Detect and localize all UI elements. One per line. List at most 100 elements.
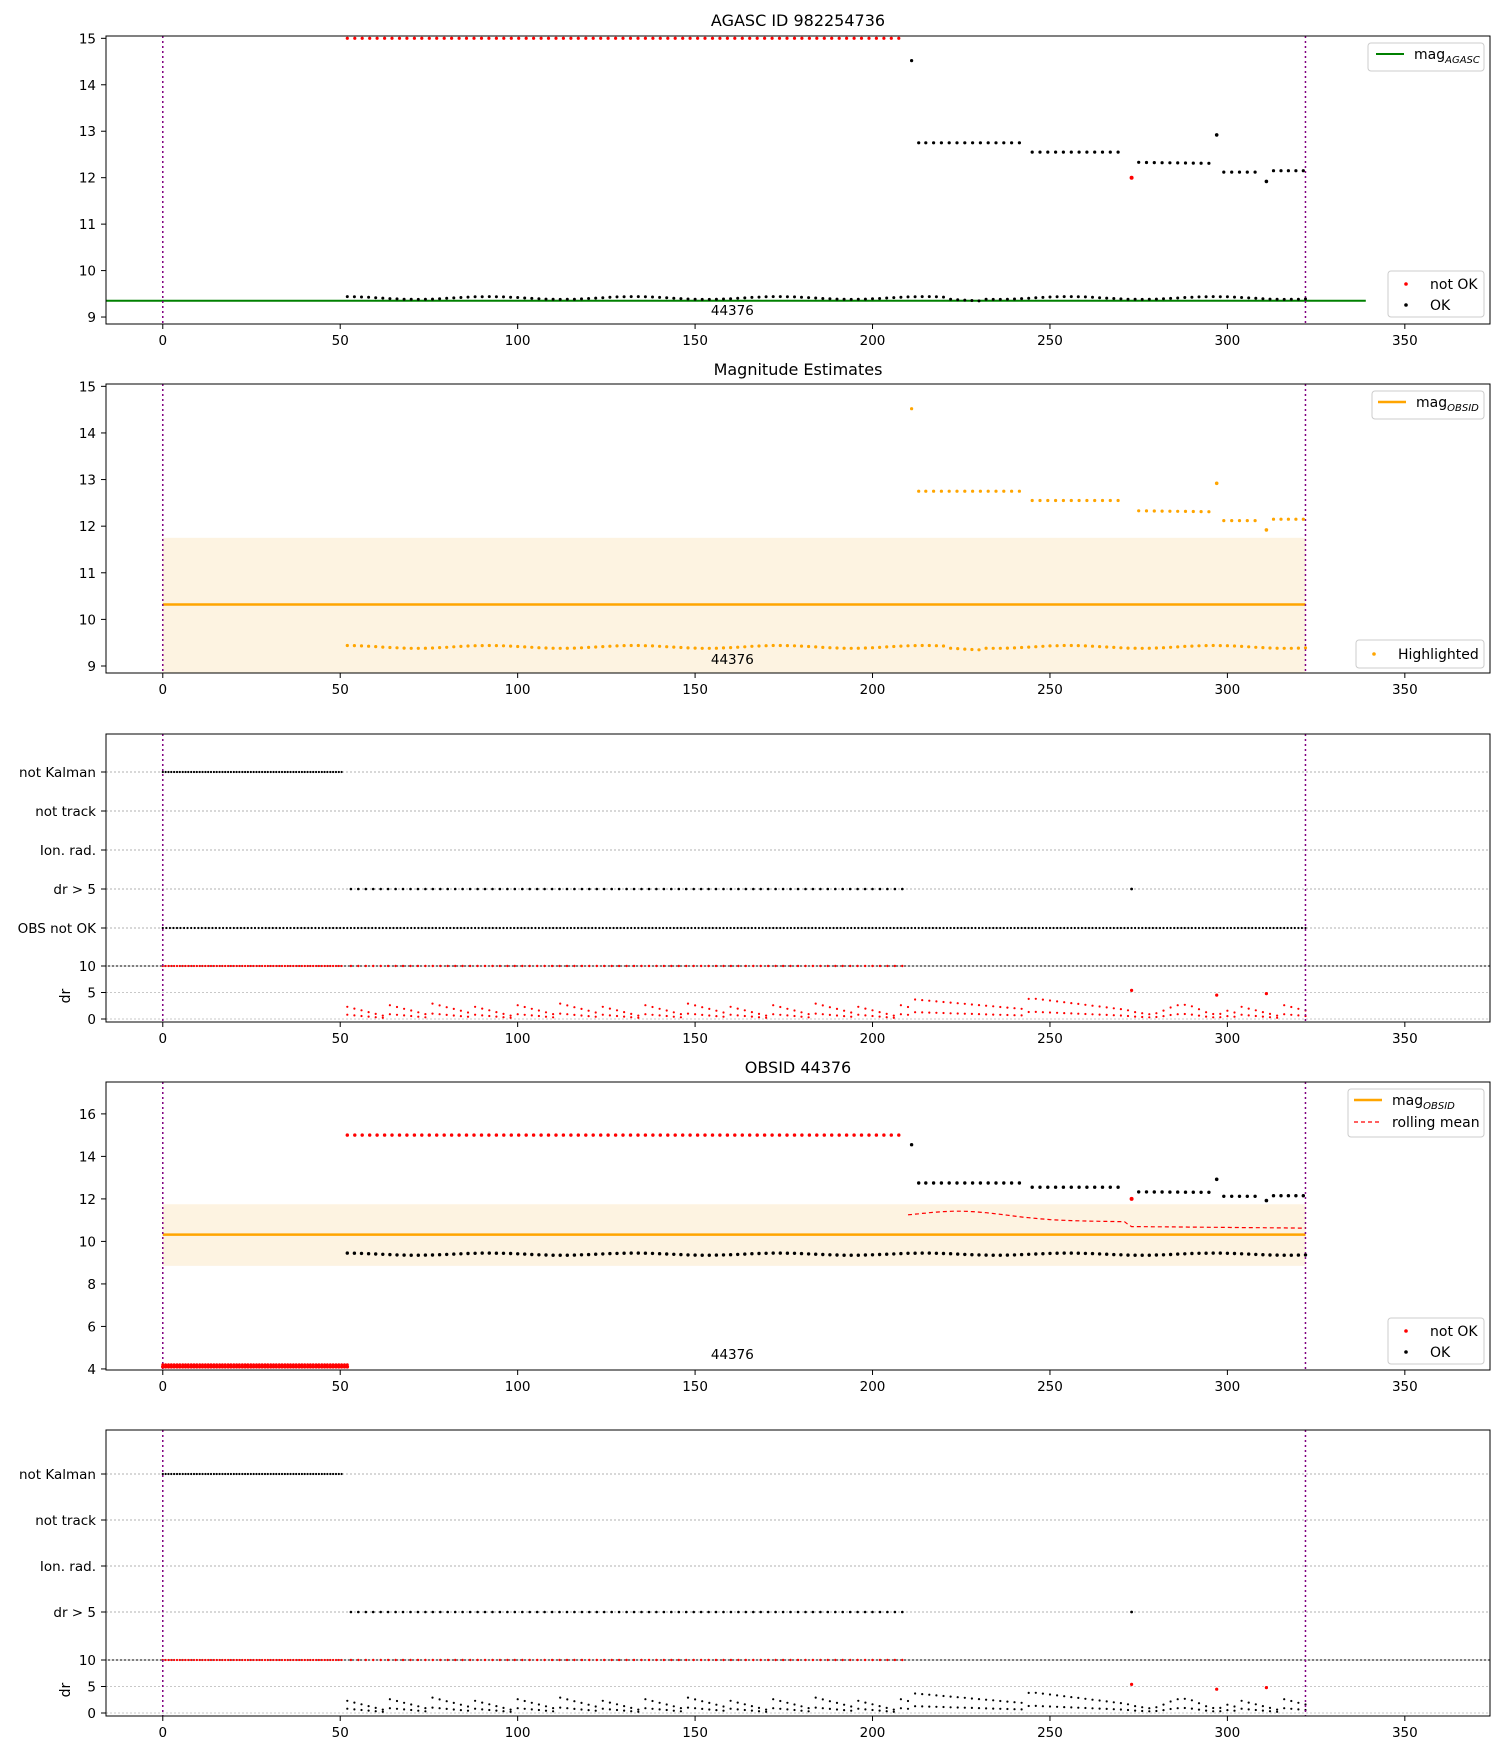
dr-point	[1070, 1012, 1073, 1015]
dr-point	[736, 1701, 739, 1704]
ok-point	[939, 1181, 944, 1185]
not-ok-point	[591, 1133, 595, 1137]
dr-not-ok-point	[224, 964, 227, 968]
obs-not-ok-point	[1261, 926, 1264, 930]
ok-point	[913, 295, 917, 299]
not-ok-point	[606, 36, 610, 40]
dr-point	[1240, 1013, 1243, 1016]
ok-point	[863, 1253, 868, 1257]
obs-not-ok-point	[686, 926, 690, 930]
dr-not-ok-point	[269, 964, 272, 968]
dr-point	[1119, 1702, 1122, 1705]
highlighted-point	[1020, 645, 1024, 650]
dr-point	[1056, 1705, 1059, 1708]
dr-not-ok-point	[306, 964, 309, 968]
dr-point	[1105, 1707, 1108, 1710]
dr-point	[835, 1007, 839, 1011]
dr-point	[630, 1706, 633, 1709]
obs-not-ok-point	[236, 926, 239, 930]
highlighted-point	[459, 644, 463, 649]
not-ok-point	[328, 1363, 332, 1367]
ok-point	[622, 295, 626, 299]
y-tick-label: 9	[87, 659, 96, 675]
dr-not-ok-point	[209, 964, 213, 968]
ok-point	[1271, 169, 1276, 173]
dr-point	[424, 1710, 427, 1713]
dr-ylabel: dr	[58, 988, 74, 1003]
obs-not-ok-point	[310, 926, 313, 930]
dr-not-ok-point	[558, 1658, 561, 1662]
ok-point	[757, 1251, 761, 1256]
dr-gt-5-point	[573, 887, 576, 891]
not-ok-point	[569, 36, 573, 40]
not-ok-point	[576, 1133, 580, 1137]
dr-not-ok-point	[244, 1658, 247, 1662]
ok-point	[643, 295, 647, 299]
ok-point	[1304, 297, 1307, 301]
dr-point	[381, 1016, 384, 1019]
axes-frame	[105, 1081, 1491, 1371]
obs-not-ok-point	[300, 926, 303, 930]
highlighted-point	[998, 646, 1002, 650]
highlighted-point	[1098, 645, 1102, 649]
dr-not-ok-point	[173, 1658, 176, 1662]
ok-point	[1301, 1194, 1306, 1198]
x-tick-label: 350	[1392, 1031, 1418, 1047]
ok-point	[977, 299, 981, 303]
obs-not-ok-point	[647, 926, 651, 930]
dr-gt-5-point	[804, 887, 807, 891]
highlighted-point	[629, 643, 633, 648]
obs-not-ok-point	[516, 926, 519, 930]
dr-point	[615, 1014, 619, 1018]
not-ok-point	[390, 36, 394, 40]
ok-point	[870, 1253, 875, 1257]
dr-point	[1162, 1009, 1165, 1012]
dr-point	[750, 1015, 754, 1018]
not-ok-point	[397, 36, 402, 40]
obs-not-ok-point	[896, 926, 899, 930]
not-ok-point	[591, 36, 595, 40]
dr-point	[871, 1703, 874, 1706]
not-ok-point	[161, 1365, 165, 1369]
dr-point	[523, 1707, 526, 1710]
ok-point	[1108, 150, 1112, 154]
dr-gt-5-point	[521, 1610, 524, 1614]
highlighted-point	[1062, 643, 1066, 648]
highlighted-point	[1061, 498, 1065, 503]
dr-point	[722, 1015, 725, 1018]
ok-point	[892, 296, 896, 300]
dr-not-ok-point	[201, 1658, 204, 1662]
obs-not-ok-point	[853, 926, 856, 930]
obs-not-ok-point	[417, 926, 420, 930]
x-tick-label: 150	[682, 333, 708, 349]
ok-point	[1041, 1252, 1045, 1256]
ok-point	[750, 295, 754, 299]
dr-point	[985, 1013, 988, 1016]
dr-point	[914, 1705, 917, 1708]
ok-point	[1168, 1252, 1173, 1257]
dr-not-ok-point	[192, 1658, 196, 1662]
dr-point	[850, 1705, 853, 1708]
ok-point	[793, 295, 796, 299]
ok-point	[1038, 1185, 1042, 1189]
obs-not-ok-point	[690, 926, 693, 930]
obs-not-ok-point	[814, 926, 817, 930]
legend-frame	[1355, 639, 1485, 669]
dr-gt-5-point	[394, 1610, 397, 1614]
not-kalman-point	[244, 770, 247, 774]
highlighted-point	[1054, 498, 1058, 503]
ok-point	[1268, 297, 1272, 301]
ok-point	[877, 1252, 882, 1257]
not-ok-point	[308, 1363, 312, 1367]
dr-not-ok-point	[677, 964, 680, 968]
not-kalman-point	[207, 1472, 210, 1476]
ok-point	[381, 1252, 385, 1257]
legend-frame	[1367, 42, 1485, 72]
not-ok-point	[494, 36, 498, 40]
ok-point	[1289, 1253, 1294, 1257]
dr-point	[658, 1007, 661, 1010]
dr-point	[864, 1014, 867, 1017]
not-ok-point	[420, 36, 424, 40]
dr-point	[658, 1701, 661, 1704]
